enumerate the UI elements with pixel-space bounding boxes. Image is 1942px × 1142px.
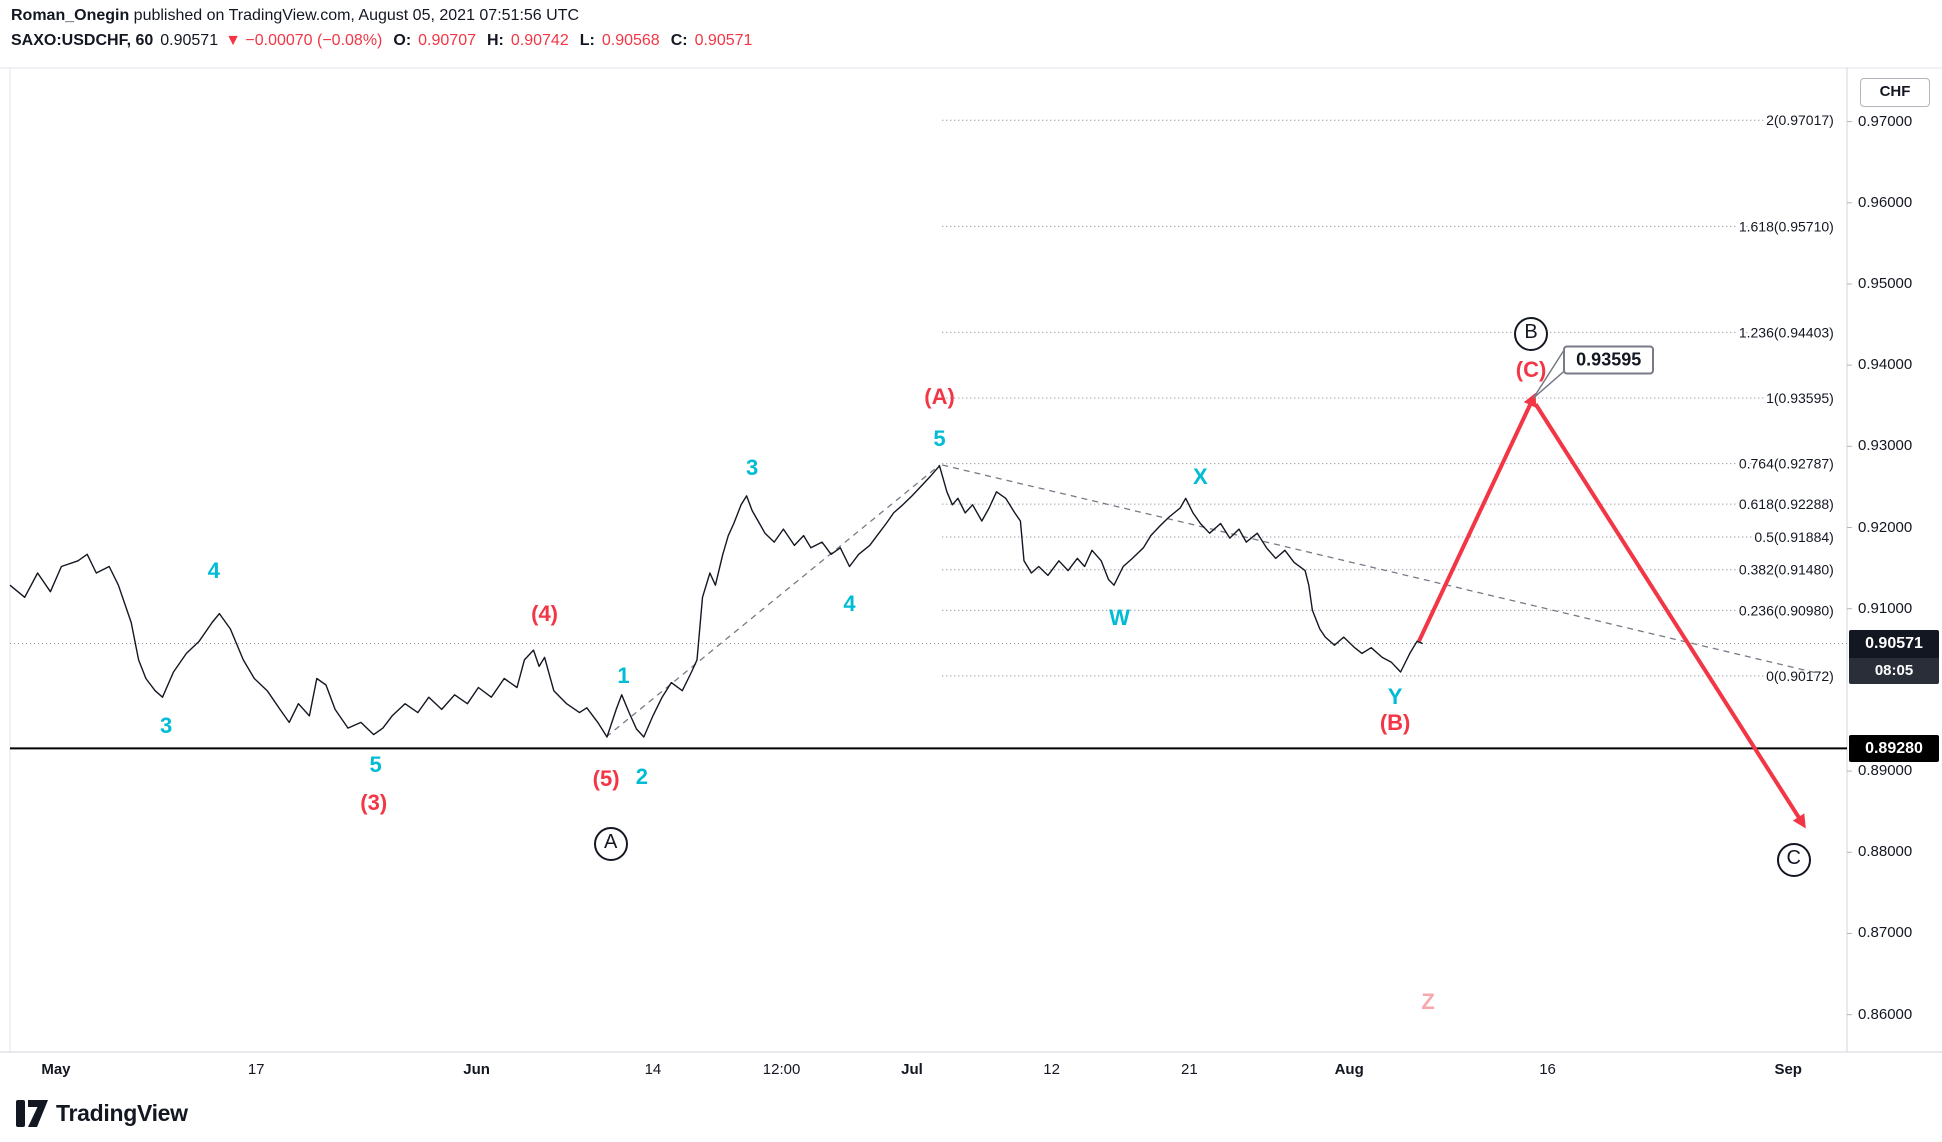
fib-label: 2(0.97017) <box>1766 112 1834 128</box>
wave-label-C[interactable]: (C) <box>1515 357 1547 383</box>
fib-label: 0.5(0.91884) <box>1754 529 1833 545</box>
current-price-badge: 0.90571 08:05 <box>1849 629 1939 684</box>
wave-label-A[interactable]: (A) <box>924 383 955 409</box>
close-value: 0.90571 <box>694 32 753 49</box>
wave-label-X[interactable]: X <box>1193 464 1208 490</box>
fib-label: 1.618(0.95710) <box>1739 218 1834 234</box>
fib-label: 1.236(0.94403) <box>1739 324 1834 340</box>
tradingview-logo-text: TradingView <box>56 1100 188 1126</box>
wave-label-A[interactable]: A <box>593 827 628 862</box>
author-link[interactable]: Roman_Onegin <box>11 7 130 24</box>
fib-label: 1(0.93595) <box>1766 390 1834 406</box>
close-label: C: <box>670 32 688 49</box>
wave-label-4[interactable]: (4) <box>531 600 559 626</box>
wave-label-5[interactable]: 5 <box>933 426 946 452</box>
byline: Roman_Onegin published on TradingView.co… <box>11 7 579 25</box>
published-text: published on TradingView.com, August 05,… <box>129 7 580 24</box>
symbol-title: SAXO:USDCHF, 60 <box>11 32 154 49</box>
wave-label-B[interactable]: (B) <box>1379 710 1411 736</box>
bar-countdown: 08:05 <box>1849 657 1939 684</box>
price-callout[interactable]: 0.93595 <box>1563 345 1655 375</box>
tradingview-logo-icon <box>16 1100 48 1127</box>
wave-label-1[interactable]: 1 <box>617 663 630 689</box>
fib-label: 0(0.90172) <box>1766 668 1834 684</box>
price-callout-text: 0.93595 <box>1576 349 1642 370</box>
wave-label-3[interactable]: (3) <box>360 789 388 815</box>
fib-label: 0.764(0.92787) <box>1739 456 1834 472</box>
wave-label-Z[interactable]: Z <box>1421 988 1435 1014</box>
fib-label: 0.618(0.92288) <box>1739 496 1834 512</box>
wave-label-B[interactable]: B <box>1514 317 1549 352</box>
wave-label-4[interactable]: 4 <box>843 590 856 616</box>
wave-label-W[interactable]: W <box>1109 604 1130 630</box>
tradingview-logo[interactable]: TradingView <box>16 1100 188 1127</box>
open-label: O: <box>393 32 412 49</box>
wave-label-5[interactable]: (5) <box>592 766 620 792</box>
high-value: 0.90742 <box>510 32 569 49</box>
wave-label-2[interactable]: 2 <box>635 763 649 789</box>
wave-label-5[interactable]: 5 <box>369 752 382 778</box>
wave-label-3[interactable]: 3 <box>160 712 173 738</box>
wave-label-3[interactable]: 3 <box>746 455 759 481</box>
wave-label-4[interactable]: 4 <box>207 558 221 584</box>
wave-label-Y[interactable]: Y <box>1387 684 1403 710</box>
symbol-bar: SAXO:USDCHF, 60 0.90571 ▼ −0.00070 (−0.0… <box>11 32 752 50</box>
fib-label: 0.382(0.91480) <box>1739 562 1834 578</box>
wave-label-C[interactable]: C <box>1776 843 1811 878</box>
low-label: L: <box>579 32 595 49</box>
low-value: 0.90568 <box>601 32 660 49</box>
currency-toggle-chf[interactable]: CHF <box>1860 78 1930 107</box>
high-label: H: <box>487 32 504 49</box>
fib-label: 0.236(0.90980) <box>1739 602 1834 618</box>
last-price: 0.90571 <box>160 32 219 49</box>
current-price-value: 0.90571 <box>1849 629 1939 658</box>
price-change: ▼ −0.00070 (−0.08%) <box>225 32 383 49</box>
horizontal-line-price-badge: 0.89280 <box>1849 735 1939 763</box>
open-value: 0.90707 <box>418 32 476 49</box>
